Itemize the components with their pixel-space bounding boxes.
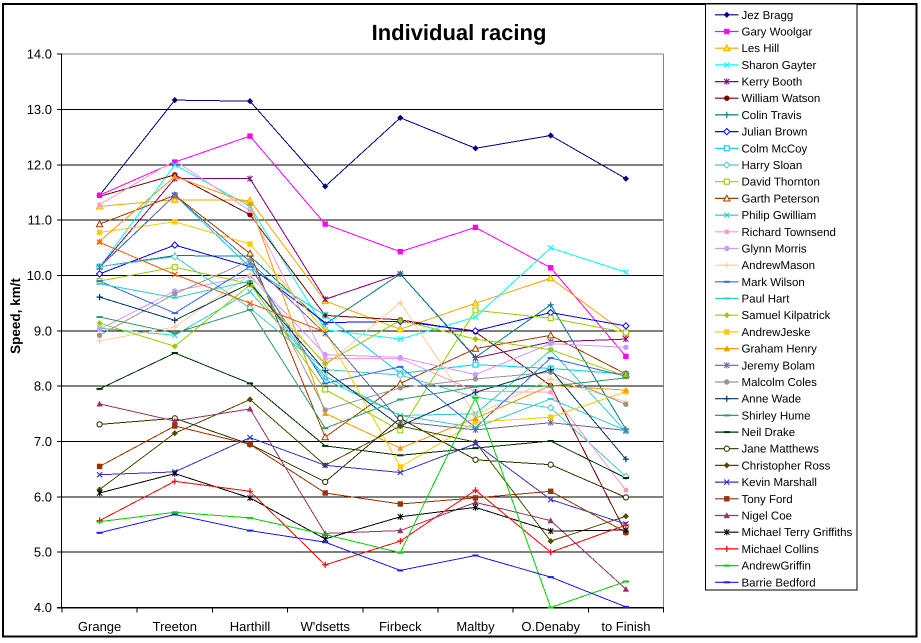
svg-text:Kevin Marshall: Kevin Marshall	[742, 477, 817, 489]
svg-text:O.Denaby: O.Denaby	[521, 619, 580, 634]
svg-text:Glynn Morris: Glynn Morris	[742, 244, 807, 256]
svg-text:Mark Wilson: Mark Wilson	[742, 277, 805, 289]
svg-text:10.0: 10.0	[27, 268, 52, 283]
svg-text:Malcolm Coles: Malcolm Coles	[742, 377, 818, 389]
svg-text:Maltby: Maltby	[456, 619, 495, 634]
svg-text:Colin Travis: Colin Travis	[742, 110, 802, 122]
svg-text:8.0: 8.0	[34, 379, 52, 394]
svg-text:Richard Townsend: Richard Townsend	[742, 227, 836, 239]
svg-text:Tony Ford: Tony Ford	[742, 494, 793, 506]
svg-text:Gary Woolgar: Gary Woolgar	[742, 27, 813, 39]
svg-text:Michael Terry Griffiths: Michael Terry Griffiths	[742, 527, 853, 539]
svg-text:to Finish: to Finish	[601, 619, 650, 634]
svg-text:AndrewGriffin: AndrewGriffin	[742, 561, 811, 573]
svg-text:5.0: 5.0	[34, 545, 52, 560]
svg-text:Philip Gwilliam: Philip Gwilliam	[742, 210, 817, 222]
svg-text:Shirley Hume: Shirley Hume	[742, 410, 811, 422]
svg-text:14.0: 14.0	[27, 47, 52, 62]
svg-text:Paul Hart: Paul Hart	[742, 294, 791, 306]
svg-text:Grange: Grange	[78, 619, 121, 634]
svg-text:Sharon Gayter: Sharon Gayter	[742, 60, 817, 72]
svg-text:Colm McCoy: Colm McCoy	[742, 143, 808, 155]
svg-text:Nigel Coe: Nigel Coe	[742, 511, 793, 523]
svg-text:4.0: 4.0	[34, 600, 52, 615]
svg-text:Jane Matthews: Jane Matthews	[742, 444, 820, 456]
svg-text:Jeremy Bolam: Jeremy Bolam	[742, 360, 816, 372]
svg-text:Individual racing: Individual racing	[372, 20, 547, 45]
svg-text:David Thornton: David Thornton	[742, 177, 820, 189]
svg-text:6.0: 6.0	[34, 489, 52, 504]
svg-text:Graham Henry: Graham Henry	[742, 344, 818, 356]
svg-text:Harthill: Harthill	[230, 619, 271, 634]
svg-text:Les Hill: Les Hill	[742, 43, 780, 55]
svg-text:William Watson: William Watson	[742, 93, 821, 105]
svg-text:7.0: 7.0	[34, 434, 52, 449]
svg-text:Garth Peterson: Garth Peterson	[742, 193, 820, 205]
svg-text:Speed, km/t: Speed, km/t	[8, 278, 23, 354]
svg-text:Treeton: Treeton	[153, 619, 197, 634]
svg-text:11.0: 11.0	[28, 213, 52, 228]
svg-text:Neil Drake: Neil Drake	[742, 427, 796, 439]
svg-text:Firbeck: Firbeck	[379, 619, 422, 634]
svg-text:Christopher Ross: Christopher Ross	[742, 460, 831, 472]
svg-text:Kerry Booth: Kerry Booth	[742, 77, 803, 89]
svg-text:Jez Bragg: Jez Bragg	[742, 10, 794, 22]
svg-text:Anne Wade: Anne Wade	[742, 394, 802, 406]
svg-text:W'dsetts: W'dsetts	[300, 619, 350, 634]
svg-text:AndrewMason: AndrewMason	[742, 260, 816, 272]
svg-text:Harry Sloan: Harry Sloan	[742, 160, 803, 172]
svg-text:9.0: 9.0	[34, 323, 52, 338]
svg-text:12.0: 12.0	[27, 157, 52, 172]
svg-text:13.0: 13.0	[27, 102, 52, 117]
svg-text:Barrie Bedford: Barrie Bedford	[742, 577, 816, 589]
svg-text:Michael Collins: Michael Collins	[742, 544, 820, 556]
svg-text:Julian Brown: Julian Brown	[742, 127, 808, 139]
svg-text:Samuel Kilpatrick: Samuel Kilpatrick	[742, 310, 831, 322]
svg-text:AndrewJeske: AndrewJeske	[742, 327, 811, 339]
